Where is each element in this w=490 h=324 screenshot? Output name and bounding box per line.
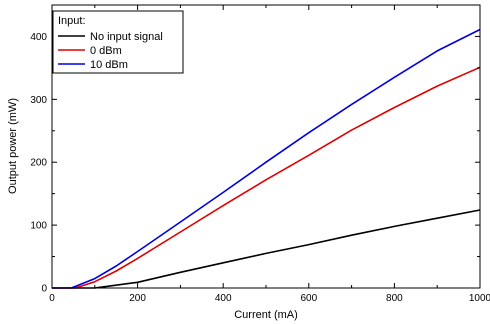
legend-label-0-dbm: 0 dBm [90,45,122,57]
x-tick-label: 1000 [469,293,490,304]
legend: Input: No input signal 0 dBm 10 dBm [52,10,184,74]
legend-label-10-dbm: 10 dBm [90,59,128,71]
legend-box [52,10,184,74]
x-tick-label: 800 [386,293,403,304]
x-tick-label: 600 [300,293,317,304]
series-line-10-dbm [52,28,481,289]
series-line-0-dbm [52,66,481,289]
series-line-no-input-signal [52,209,481,289]
y-tick-label: 100 [30,221,47,232]
y-tick-label: 300 [30,95,47,106]
y-tick-label: 200 [30,158,47,169]
x-tick-label: 0 [49,293,55,304]
ticks-layer: 0 200 400 600 800 1000 0 100 200 300 400 [30,5,490,304]
legend-title: Input: [58,15,86,27]
x-tick-label: 200 [129,293,146,304]
y-axis-title: Output power (mW) [7,98,19,194]
x-tick-label: 400 [215,293,232,304]
x-axis-title: Current (mA) [234,309,298,321]
y-tick-label: 0 [41,284,47,295]
y-tick-label: 400 [30,32,47,43]
legend-label-no-input-signal: No input signal [90,31,163,43]
